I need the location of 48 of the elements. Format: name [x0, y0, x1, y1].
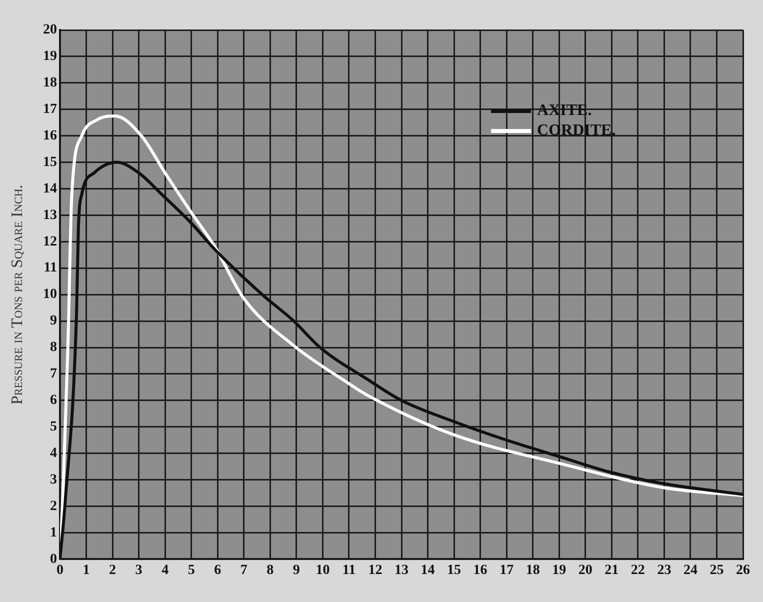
y-tick-label: 17 [43, 102, 57, 117]
x-tick-label: 22 [630, 563, 645, 578]
y-tick-label: 15 [43, 154, 57, 170]
y-tick-label: 10 [43, 287, 57, 302]
x-tick-label: 12 [368, 563, 382, 578]
x-tick-label: 4 [162, 563, 169, 578]
x-tick-label: 15 [447, 563, 462, 578]
x-tick-label: 16 [473, 563, 488, 578]
x-tick-label: 8 [266, 563, 274, 578]
y-tick-label: 13 [43, 208, 57, 223]
y-tick-label: 8 [50, 340, 57, 356]
y-tick-label: 9 [50, 314, 57, 329]
x-tick-label: 11 [342, 563, 356, 578]
y-tick-label: 6 [50, 393, 57, 408]
y-tick-label: 11 [44, 260, 57, 276]
y-tick-label: 12 [43, 234, 57, 250]
x-tick-label: 6 [214, 563, 222, 578]
x-tick-label: 5 [188, 563, 195, 578]
y-tick-label: 20 [43, 22, 57, 38]
x-tick-label: 20 [578, 563, 592, 578]
y-tick-label: 14 [43, 181, 57, 196]
x-tick-label: 7 [240, 563, 248, 578]
x-tick-label: 17 [500, 563, 514, 578]
y-tick-label: 4 [50, 446, 57, 461]
x-tick-label: 21 [604, 563, 619, 578]
y-tick-label: 18 [43, 76, 57, 91]
x-tick-label: 2 [109, 563, 116, 578]
x-tick-label: 19 [552, 563, 566, 578]
x-tick-label: 3 [135, 563, 142, 578]
y-tick-label: 3 [50, 472, 57, 488]
y-tick-label: 19 [43, 49, 57, 64]
x-tick-label: 14 [420, 563, 435, 578]
y-axis-title: Pressure in Tons per Square Inch. [9, 184, 26, 405]
y-tick-label: 7 [50, 366, 57, 382]
x-tick-label: 10 [316, 563, 330, 578]
y-tick-label: 16 [43, 128, 57, 144]
x-tick-label: 24 [683, 563, 698, 578]
x-tick-label: 9 [292, 563, 300, 578]
x-tick-label: 25 [710, 563, 724, 578]
x-tick-label: 1 [82, 563, 90, 578]
x-tick-label: 13 [394, 563, 408, 578]
y-tick-label: 1 [50, 525, 57, 540]
y-tick-label: 5 [50, 420, 57, 435]
y-tick-label: 2 [50, 498, 57, 514]
x-tick-label: 26 [736, 563, 750, 578]
x-tick-label: 18 [526, 563, 540, 578]
y-tick-label: 0 [50, 552, 57, 567]
x-tick-label: 23 [657, 563, 672, 578]
